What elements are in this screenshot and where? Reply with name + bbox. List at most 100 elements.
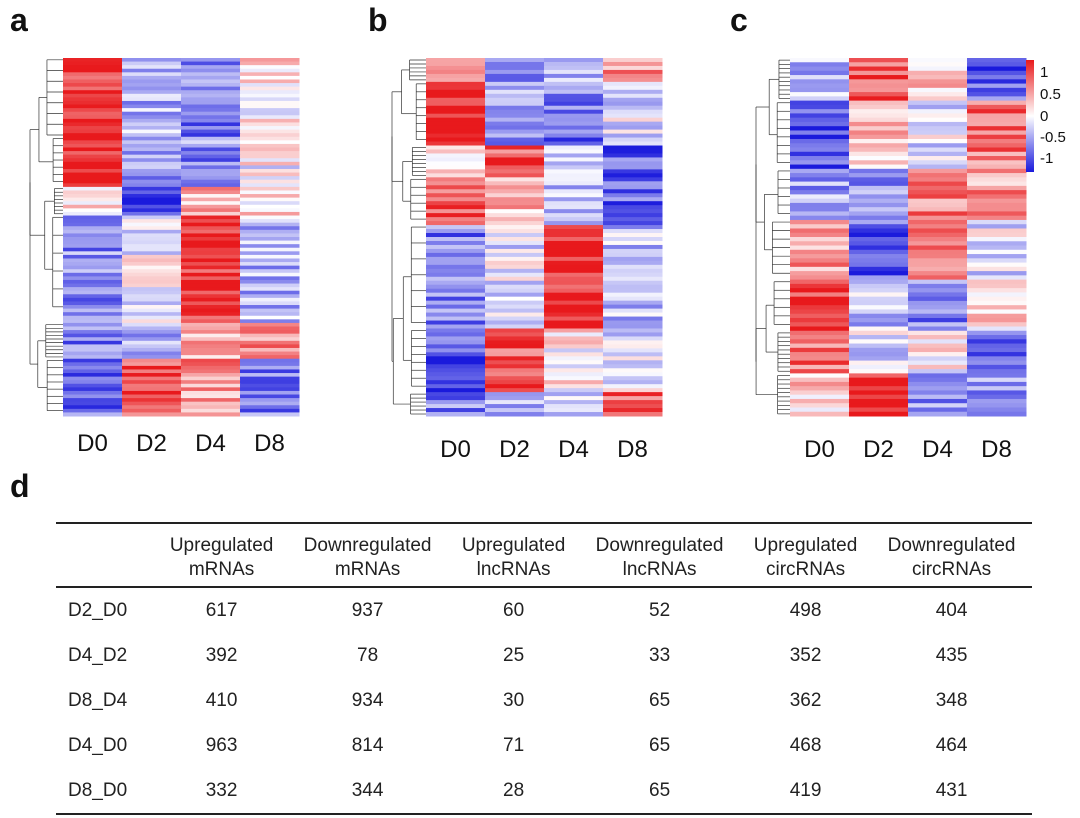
- heatmap-cell: [790, 296, 850, 302]
- heatmap-cell: [790, 138, 850, 144]
- heatmap-cell: [181, 294, 241, 299]
- heatmap-cell: [181, 111, 241, 116]
- heatmap-cell: [603, 284, 663, 290]
- heatmap-cell: [908, 92, 968, 97]
- heatmap-cell: [967, 360, 1027, 366]
- heatmap-cell: [849, 309, 909, 315]
- heatmap-cell: [967, 121, 1027, 127]
- heatmap-cell: [181, 226, 241, 231]
- heatmap-cell: [603, 221, 663, 226]
- heatmap-cell: [967, 75, 1027, 80]
- heatmap-cell: [849, 215, 909, 221]
- heatmap-cell: [790, 352, 850, 357]
- heatmap-cell: [63, 79, 123, 84]
- heatmap-cell: [122, 118, 182, 123]
- heatmap-cell: [426, 197, 486, 202]
- heatmap-cell: [181, 100, 241, 106]
- heatmap-cell: [603, 209, 663, 214]
- heatmap-cell: [544, 237, 604, 242]
- heatmap-cell: [181, 398, 241, 403]
- heatmap-cell: [485, 113, 545, 119]
- panel-label-b: b: [368, 2, 388, 38]
- heatmap-cell: [544, 197, 604, 202]
- heatmap-cell: [63, 93, 123, 98]
- table-cell: 419: [789, 779, 822, 801]
- heatmap-cell: [790, 347, 850, 353]
- heatmap-b-xlabel: D4: [558, 436, 589, 463]
- table-row: D4_D0 963 814 71 65 468 464: [56, 723, 1032, 768]
- heatmap-cell: [122, 194, 182, 199]
- heatmap-cell: [181, 129, 241, 134]
- heatmap-cell: [240, 100, 300, 106]
- heatmap-cell: [122, 204, 182, 209]
- heatmap-cell: [967, 198, 1027, 204]
- heatmap-cell: [908, 219, 968, 225]
- heatmap-cell: [849, 147, 909, 153]
- heatmap-cell: [849, 279, 909, 285]
- heatmap-cell: [908, 211, 968, 217]
- heatmap-cell: [603, 340, 663, 345]
- heatmap-cell: [790, 249, 850, 255]
- heatmap-cell: [426, 256, 486, 262]
- heatmap-cell: [544, 165, 604, 170]
- heatmap-cell: [485, 412, 545, 417]
- heatmap-cell: [181, 369, 241, 374]
- heatmap-cell: [544, 304, 604, 310]
- heatmap-cell: [967, 381, 1027, 387]
- heatmap-cell: [240, 176, 300, 181]
- heatmap-cell: [122, 376, 182, 381]
- heatmap-c-xlabel: D4: [922, 436, 953, 463]
- table-cell: 362: [789, 689, 822, 711]
- heatmap-cell: [122, 412, 182, 417]
- heatmap-cell: [426, 292, 486, 298]
- heatmap-cell: [603, 185, 663, 190]
- heatmap-cell: [240, 369, 300, 374]
- heatmap-cell: [485, 73, 545, 79]
- heatmap-cell: [240, 97, 300, 102]
- heatmap-cell: [63, 161, 123, 166]
- heatmap-cell: [485, 233, 545, 238]
- heatmap-cell: [63, 211, 123, 217]
- heatmap-cell: [122, 355, 182, 360]
- heatmap-cell: [181, 186, 241, 191]
- heatmap-cell: [485, 408, 545, 413]
- heatmap-cell: [240, 143, 300, 148]
- heatmap-cell: [544, 280, 604, 286]
- heatmap-cell: [849, 62, 909, 68]
- heatmap-cell: [967, 403, 1027, 408]
- heatmap-cell: [181, 244, 241, 249]
- heatmap-cell: [603, 205, 663, 210]
- heatmap-cell: [544, 185, 604, 190]
- heatmap-cell: [485, 388, 545, 393]
- heatmap-cell: [544, 101, 604, 107]
- heatmap-cell: [603, 380, 663, 385]
- heatmap-cell: [122, 237, 182, 242]
- heatmap-cell: [485, 296, 545, 302]
- heatmap-cell: [603, 376, 663, 381]
- heatmap-cell: [181, 229, 241, 234]
- heatmap-cell: [485, 392, 545, 397]
- heatmap-cell: [849, 322, 909, 327]
- heatmap-cell: [426, 61, 486, 67]
- heatmap-cell: [63, 172, 123, 177]
- heatmap-cell: [181, 197, 241, 202]
- heatmap-cell: [967, 92, 1027, 97]
- heatmap-cell: [181, 312, 241, 317]
- heatmap-cell: [790, 164, 850, 170]
- heatmap-cell: [790, 121, 850, 127]
- heatmap-cell: [122, 111, 182, 116]
- heatmap-cell: [122, 104, 182, 109]
- heatmap-cell: [544, 89, 604, 95]
- heatmap-cell: [849, 134, 909, 140]
- heatmap-cell: [122, 233, 182, 238]
- heatmap-cell: [181, 351, 241, 356]
- heatmap-cell: [181, 168, 241, 174]
- heatmap-cell: [181, 154, 241, 159]
- heatmap-cell: [63, 312, 123, 317]
- heatmap-cell: [849, 126, 909, 131]
- heatmap-cell: [485, 260, 545, 266]
- heatmap-cell: [790, 262, 850, 268]
- heatmap-cell: [485, 161, 545, 166]
- heatmap-cell: [122, 133, 182, 138]
- heatmap-cell: [122, 219, 182, 224]
